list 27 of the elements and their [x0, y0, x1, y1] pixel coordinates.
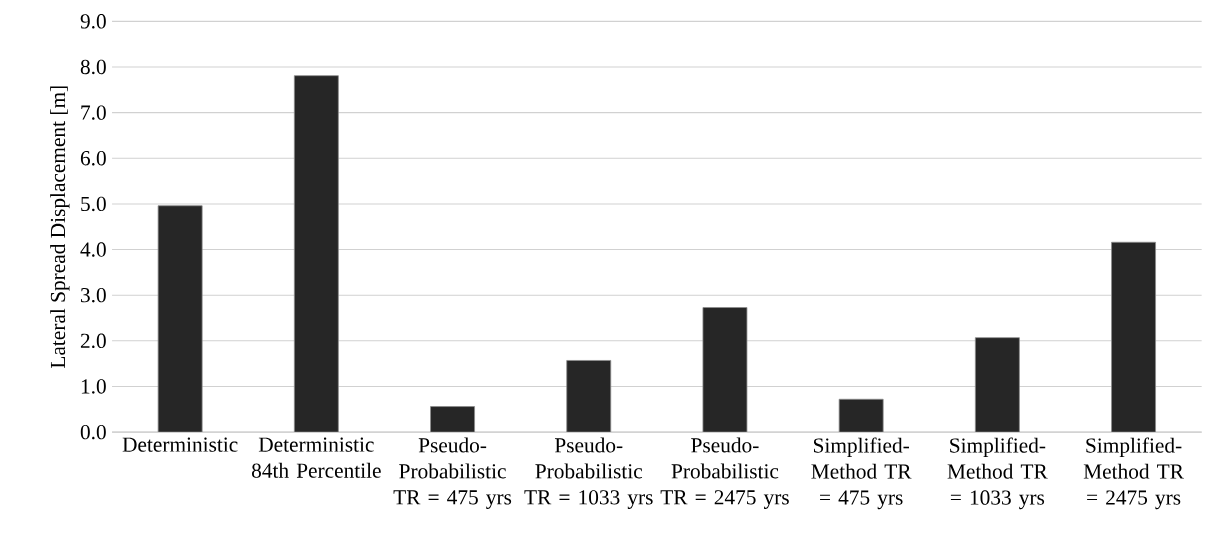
y-tick-label: 6.0 — [80, 150, 106, 166]
y-tick-label: 1.0 — [81, 379, 106, 394]
y-tick-label: 4.0 — [80, 242, 106, 257]
x-tick-label: Simplified-Method TR = 2475 yrs — [1083, 437, 1184, 509]
bar — [1111, 241, 1156, 432]
bar — [566, 359, 612, 432]
x-tick-label: Simplified-Method TR = 475 yrs — [811, 437, 912, 509]
y-tick-label: 7.0 — [81, 105, 106, 120]
x-tick-label: Pseudo-Probabilistic TR = 475 yrs — [393, 437, 512, 509]
bar — [293, 75, 339, 432]
y-tick-label: 2.0 — [80, 333, 106, 348]
bar — [702, 306, 748, 432]
x-tick-label: Deterministic 84th Percentile — [251, 437, 381, 478]
x-tick-label: Pseudo-Probabilistic TR = 1033 yrs — [524, 437, 653, 509]
y-tick-label: 8.0 — [80, 59, 106, 74]
bar — [157, 205, 203, 432]
bar — [430, 405, 475, 432]
x-tick-label: Pseudo-Probabilistic TR = 2475 yrs — [660, 437, 789, 509]
y-tick-label: 9.0 — [80, 13, 106, 29]
x-tick-label: Deterministic — [122, 437, 238, 452]
y-tick-label: 5.0 — [81, 196, 106, 211]
y-tick-label: 0.0 — [80, 424, 106, 440]
x-tick-label: Simplified-Method TR = 1033 yrs — [947, 437, 1048, 509]
y-tick-label: 3.0 — [81, 287, 106, 303]
bar — [974, 337, 1020, 432]
bar — [838, 398, 884, 432]
y-axis-title: Lateral Spread Displacement [m] — [50, 86, 70, 368]
